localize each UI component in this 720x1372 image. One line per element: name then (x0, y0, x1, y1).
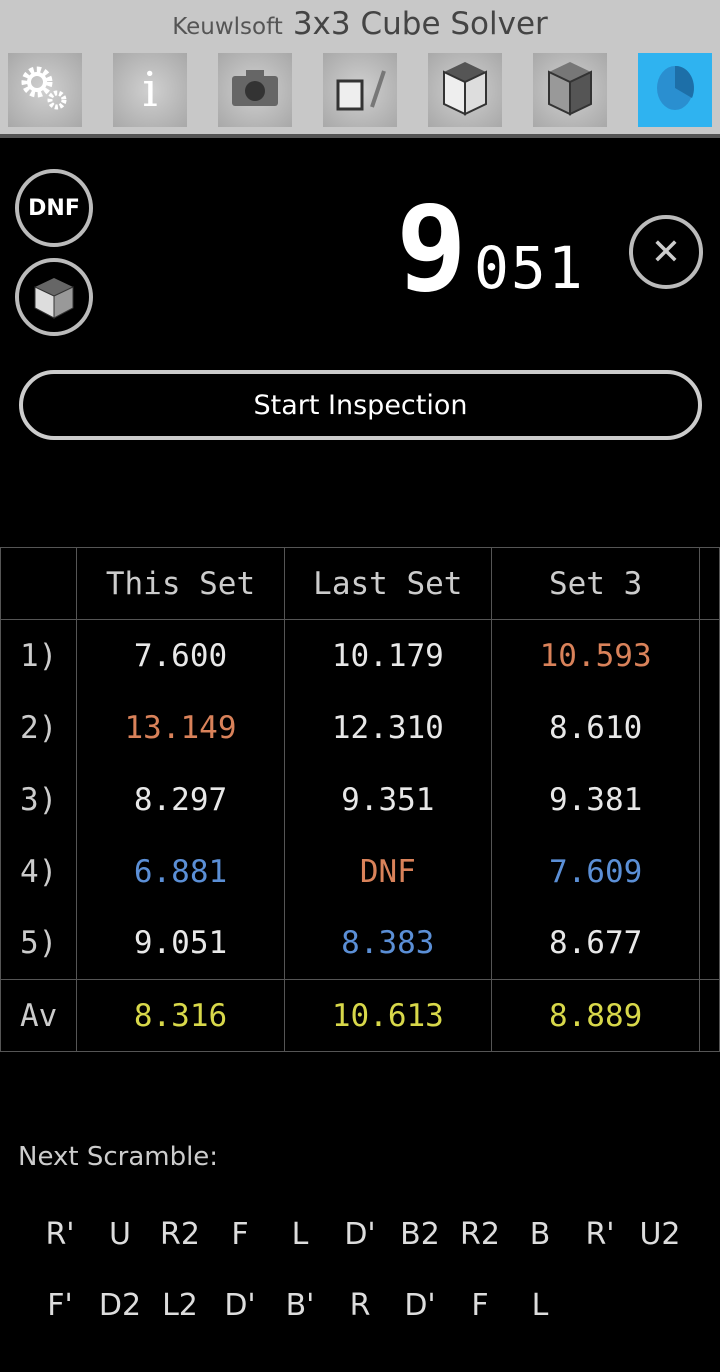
column-header: Last Set (283, 547, 492, 620)
scramble-move: R' (45, 1217, 75, 1252)
time-cell: 10.613 (283, 979, 492, 1052)
scramble-move: L2 (162, 1288, 198, 1323)
table-row: 5) 9.051 8.383 8.677 (0, 907, 720, 980)
row-label: 5) (0, 907, 78, 980)
camera-button[interactable] (218, 53, 292, 127)
time-cell: 9.351 (283, 763, 492, 836)
cell-overflow (699, 907, 720, 980)
app-header: Keuwlsoft 3x3 Cube Solver i (0, 0, 720, 138)
time-cell: 7.609 (490, 835, 701, 908)
time-cell: 10.593 (490, 619, 701, 692)
column-header: This Set (76, 547, 285, 620)
time-cell: 8.610 (490, 691, 701, 764)
dnf-label: DNF (28, 195, 80, 221)
cube-button[interactable] (15, 258, 93, 336)
row-label: 2) (0, 691, 78, 764)
time-cell: 8.889 (490, 979, 701, 1052)
cell-overflow (699, 835, 720, 908)
row-label (0, 547, 78, 620)
start-inspection-button[interactable]: Start Inspection (19, 370, 702, 440)
time-cell: 9.051 (76, 907, 285, 980)
settings-button[interactable] (8, 53, 82, 127)
scramble-move: U (109, 1217, 131, 1252)
scramble-move: D2 (98, 1288, 142, 1323)
time-cell: 8.677 (490, 907, 701, 980)
timer-fraction: 051 (474, 234, 585, 302)
scramble-move: B2 (400, 1217, 440, 1252)
cube-pencil-icon (332, 63, 388, 117)
column-header: Set 3 (490, 547, 701, 620)
time-cell: 8.316 (76, 979, 285, 1052)
row-label: 1) (0, 619, 78, 692)
cell-overflow (699, 979, 720, 1052)
brand: Keuwlsoft (172, 14, 283, 40)
time-cell: 12.310 (283, 691, 492, 764)
next-scramble-label: Next Scramble: (18, 1142, 219, 1172)
time-cell: 13.149 (76, 691, 285, 764)
scramble-move: F (471, 1288, 489, 1323)
scramble-move: D' (404, 1288, 436, 1323)
scramble-move: D' (344, 1217, 376, 1252)
scramble-move: B' (285, 1288, 315, 1323)
scramble-move: L (531, 1288, 549, 1323)
cube-scramble-icon (545, 58, 595, 122)
cell-overflow (699, 619, 720, 692)
row-label: 3) (0, 763, 78, 836)
timer-seconds: 9 (396, 180, 468, 318)
scramble-move: R' (585, 1217, 615, 1252)
scramble-move: R2 (460, 1217, 500, 1252)
time-cell: 8.383 (283, 907, 492, 980)
scramble-move: U2 (639, 1217, 681, 1252)
start-label: Start Inspection (253, 389, 468, 421)
cell-overflow (699, 763, 720, 836)
cube-icon (34, 278, 74, 319)
cell-overflow (699, 691, 720, 764)
scramble-move: F' (47, 1288, 73, 1323)
info-icon: i (142, 62, 158, 118)
scramble-move: R (349, 1288, 371, 1323)
info-button[interactable]: i (113, 53, 187, 127)
camera-icon (230, 68, 280, 112)
dnf-button[interactable]: DNF (15, 169, 93, 247)
table-row: 3) 8.297 9.351 9.381 (0, 763, 720, 836)
average-row: Av 8.316 10.613 8.889 (0, 979, 720, 1052)
cube-icon (440, 58, 490, 122)
time-cell: 8.297 (76, 763, 285, 836)
cell-overflow (699, 547, 720, 620)
solve-cube-button[interactable] (428, 53, 502, 127)
row-label: 4) (0, 835, 78, 908)
scramble-move: B (529, 1217, 551, 1252)
table-row: 1) 7.600 10.179 10.593 (0, 619, 720, 692)
reset-button[interactable]: ✕ (629, 215, 703, 289)
results-table: This Set Last Set Set 3 1) 7.600 10.179 10.593… (0, 547, 720, 1052)
title: 3x3 Cube Solver (292, 6, 548, 42)
time-cell: 9.381 (490, 763, 701, 836)
timer-icon (650, 60, 700, 120)
app-title: Keuwlsoft 3x3 Cube Solver (0, 6, 720, 42)
time-cell: DNF (283, 835, 492, 908)
timer-button[interactable] (638, 53, 712, 127)
scramble-move: L (291, 1217, 309, 1252)
gears-icon (15, 58, 75, 122)
edit-cube-button[interactable] (323, 53, 397, 127)
time-cell: 10.179 (283, 619, 492, 692)
close-icon: ✕ (650, 231, 682, 273)
scramble-cube-button[interactable] (533, 53, 607, 127)
scramble-move: R2 (160, 1217, 200, 1252)
header-row: This Set Last Set Set 3 (0, 547, 720, 620)
table-row: 4) 6.881 DNF 7.609 (0, 835, 720, 908)
scramble-move: F (231, 1217, 249, 1252)
row-label: Av (0, 979, 78, 1052)
table-row: 2) 13.149 12.310 8.610 (0, 691, 720, 764)
scramble-move: D' (224, 1288, 256, 1323)
time-cell: 6.881 (76, 835, 285, 908)
time-cell: 7.600 (76, 619, 285, 692)
